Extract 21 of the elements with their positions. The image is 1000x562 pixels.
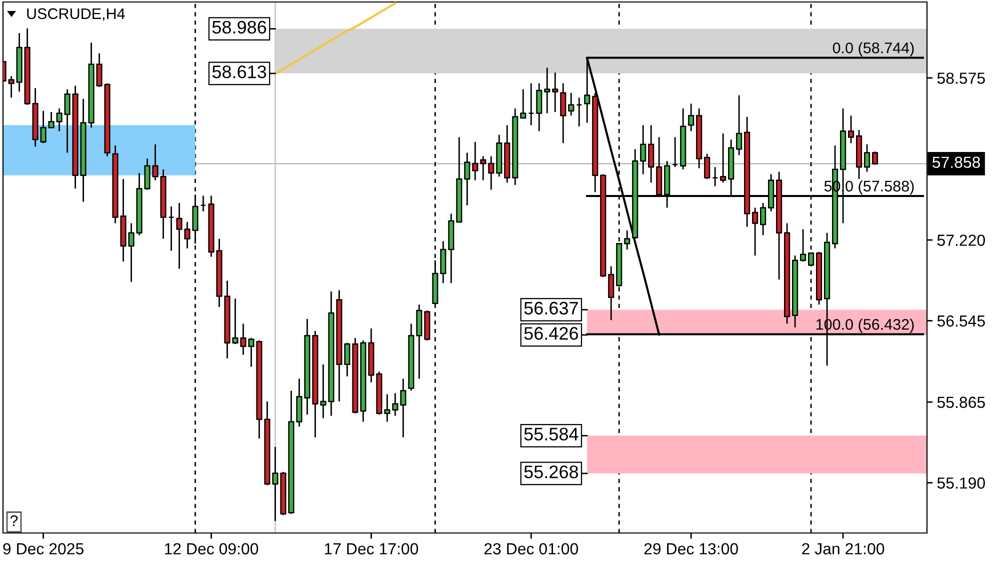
ref-line-label: 57.858 [932,156,980,168]
x-tick-label: 17 Dec 17:00 [324,543,418,554]
annotation: 55.268 [524,466,578,478]
y-tick-label: 55.865 [937,396,985,408]
annotation: 58.986 [212,20,266,34]
y-tick-label: 56.545 [937,315,985,327]
y-tick-label: 58.575 [937,72,985,84]
x-tick-label: 29 Dec 13:00 [644,543,738,554]
series-label: 0.0 (58.744) [832,42,914,56]
y-tick-label: 57.220 [937,234,985,246]
annotation: 55.584 [524,428,578,440]
annotation: 56.426 [524,327,578,340]
annotation: ? [10,515,18,526]
x-tick-label: 23 Dec 01:00 [484,543,578,554]
chart-title: USCRUDE,H4 [27,8,125,21]
y-tick-label: 55.190 [937,477,985,489]
x-tick-label: 9 Dec 2025 [3,543,84,554]
x-tick-label: 2 Jan 21:00 [802,543,884,554]
x-tick-label: 12 Dec 09:00 [164,543,258,554]
annotation: 56.637 [524,302,578,315]
annotation: 58.613 [212,65,266,78]
